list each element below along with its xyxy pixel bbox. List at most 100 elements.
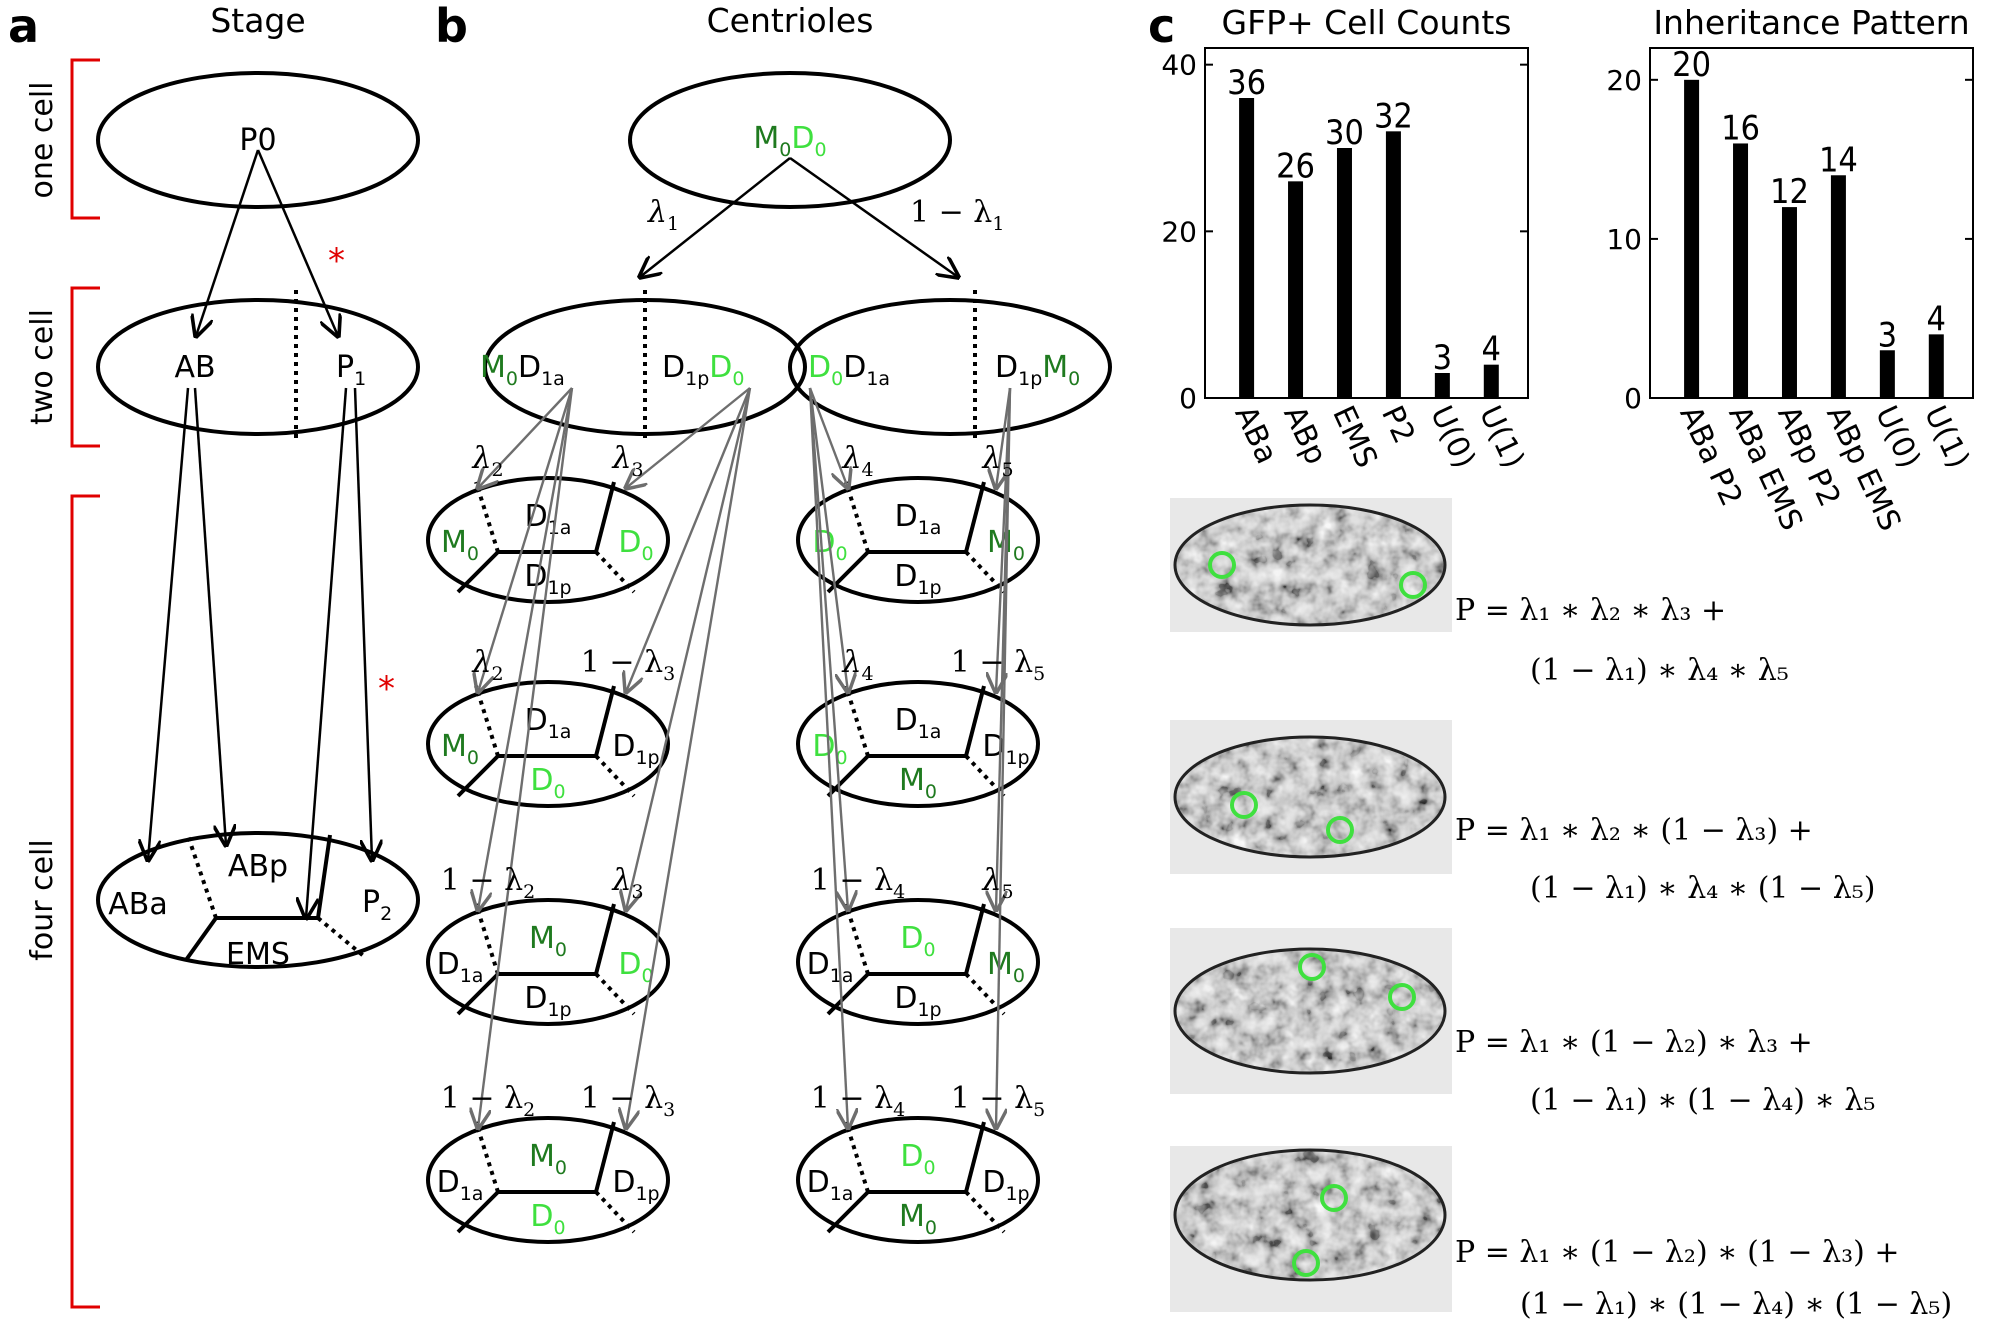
four-cell-wall-r xyxy=(316,834,332,919)
centriole-label: D0 xyxy=(530,763,565,803)
formula-1-line-2: (1 − λ₁) ∗ λ₄ ∗ λ₅ xyxy=(1530,653,1789,688)
centriole-label: D1a xyxy=(437,1165,484,1205)
panel-b: b Centrioles M0D0 λ1 1 − λ1 M0D1a D1pD0 … xyxy=(426,0,1112,1244)
bar-value-label: 16 xyxy=(1721,108,1760,148)
inheritance-arrow xyxy=(808,387,848,1128)
cell-ab: AB xyxy=(174,350,215,385)
marker-asterisk-2: * xyxy=(378,669,395,709)
bar-value-label: 3 xyxy=(1878,315,1897,355)
category-label: ABa xyxy=(1227,401,1284,470)
bar xyxy=(1288,181,1304,398)
arrow-root-right xyxy=(789,156,958,277)
bracket-one-cell xyxy=(70,58,100,220)
formula-1-line-1: P = λ₁ ∗ λ₂ ∗ λ₃ + xyxy=(1455,593,1726,628)
bar-value-label: 3 xyxy=(1433,338,1452,378)
formulas: P = λ₁ ∗ λ₂ ∗ λ₃ + (1 − λ₁) ∗ λ₄ ∗ λ₅ P … xyxy=(1455,593,1952,1322)
branch-probability-label: λ5 xyxy=(981,441,1013,481)
cell-abp: ABp xyxy=(228,849,288,884)
cell-aba: ABa xyxy=(108,887,168,922)
label-lambda-1: λ1 xyxy=(647,195,679,235)
centriole-label: M0 xyxy=(899,1199,937,1239)
branch-probability-label: λ3 xyxy=(611,863,643,903)
one-cell-embryo xyxy=(96,71,420,209)
branch-probability-label: λ4 xyxy=(841,441,873,481)
category-label: P2 xyxy=(1374,401,1421,449)
two-cell-embryo xyxy=(96,298,420,436)
four-cell-outcome-embryo xyxy=(796,680,1040,808)
two-cell-right-anterior: D0D1a xyxy=(808,350,890,390)
centriole-label: D0 xyxy=(530,1199,565,1239)
chart-title: GFP+ Cell Counts xyxy=(1222,3,1512,42)
branch-probability-label: 1 − λ4 xyxy=(811,863,905,903)
formula-3-line-1: P = λ₁ ∗ (1 − λ₂) ∗ λ₃ + xyxy=(1455,1025,1813,1060)
arrow-p1-ems xyxy=(306,387,348,918)
bar-value-label: 4 xyxy=(1482,330,1501,370)
centriole-marker xyxy=(1399,571,1427,599)
arrow-p0-ab xyxy=(196,149,260,336)
panel-b-title: Centrioles xyxy=(707,1,874,40)
bar-value-label: 14 xyxy=(1819,140,1858,180)
arrow-p1-p2 xyxy=(353,387,372,860)
centriole-marker xyxy=(1208,551,1236,579)
root-centrioles: M0D0 xyxy=(753,121,826,161)
panel-a: a Stage one cell two cell four cell P0 A… xyxy=(8,0,420,1309)
four-cell-outcome-embryo xyxy=(426,898,670,1026)
bar-value-label: 4 xyxy=(1927,299,1946,339)
four-cell-dotted-l xyxy=(186,835,218,919)
cell-p1: P1 xyxy=(336,350,366,390)
centriole-label: D1a xyxy=(895,703,942,743)
inheritance-arrow xyxy=(996,387,1012,1128)
cell-p2: P2 xyxy=(362,885,392,925)
branch-probability-label: 1 − λ4 xyxy=(811,1081,905,1121)
inheritance-arrow xyxy=(478,387,574,910)
centriole-label: D1a xyxy=(807,947,854,987)
y-tick-label: 10 xyxy=(1606,223,1642,256)
inheritance-arrow xyxy=(626,387,751,488)
centriole-label: M0 xyxy=(987,525,1025,565)
stage-brackets xyxy=(70,58,100,1309)
category-label: ABp xyxy=(1276,401,1333,470)
two-cell-right-posterior: D1pM0 xyxy=(995,350,1080,390)
bracket-two-cell xyxy=(70,286,100,448)
centriole-marker xyxy=(1298,953,1326,981)
bar xyxy=(1781,207,1797,398)
centriole-label: M0 xyxy=(899,763,937,803)
branch-probability-label: 1 − λ3 xyxy=(581,645,675,685)
bar xyxy=(1684,79,1700,399)
four-cell-outcomes: M0 D1a D0 D1p D0 D1a M0 D1p M0 D1a D1p D0 D0 D1a D1p M0… xyxy=(426,387,1045,1244)
inheritance-arrow xyxy=(808,387,848,488)
y-tick-label: 0 xyxy=(1624,382,1642,415)
y-tick-label: 20 xyxy=(1606,64,1642,97)
bar xyxy=(1879,350,1895,398)
bar xyxy=(1385,131,1401,399)
y-tick-label: 0 xyxy=(1179,382,1197,415)
bar-value-label: 32 xyxy=(1374,96,1413,136)
micrograph-2 xyxy=(1170,720,1452,874)
centriole-label: D1p xyxy=(982,1165,1029,1205)
bar xyxy=(1434,373,1450,398)
centriole-label: D0 xyxy=(900,1139,935,1179)
y-tick-label: 20 xyxy=(1161,215,1197,248)
chart-frame xyxy=(1204,47,1529,399)
centriole-label: M0 xyxy=(441,729,479,769)
stage-label-one-cell: one cell xyxy=(25,82,60,199)
centriole-marker xyxy=(1326,816,1354,844)
category-label: U(1) xyxy=(1917,401,1976,474)
branch-probability-label: λ5 xyxy=(981,863,1013,903)
centriole-label: M0 xyxy=(441,525,479,565)
bar-value-label: 26 xyxy=(1276,146,1315,186)
bar xyxy=(1239,98,1255,398)
four-cell-outcome-embryo xyxy=(796,1116,1040,1244)
inheritance-arrow xyxy=(478,387,573,488)
bar-value-label: 36 xyxy=(1227,63,1266,103)
centriole-label: D1p xyxy=(612,1165,659,1205)
bar xyxy=(1483,364,1499,398)
centriole-label: M0 xyxy=(987,947,1025,987)
inheritance-arrow xyxy=(808,387,848,692)
centriole-label: D0 xyxy=(618,525,653,565)
four-cell-outcome-embryo xyxy=(796,476,1040,604)
branch-probability-label: 1 − λ2 xyxy=(441,863,535,903)
